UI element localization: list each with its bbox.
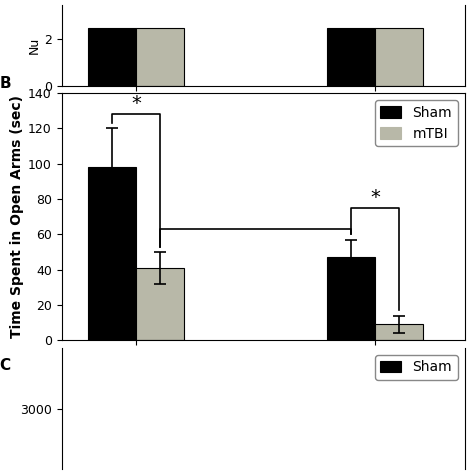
Bar [89, 167, 136, 340]
Y-axis label: Time Spent in Open Arms (sec): Time Spent in Open Arms (sec) [10, 95, 24, 338]
Legend: Sham, mTBI: Sham, mTBI [375, 100, 457, 146]
Bar [327, 257, 375, 340]
Bar [89, 28, 136, 86]
Bar [136, 28, 184, 86]
Text: *: * [131, 94, 141, 113]
Legend: Sham: Sham [375, 355, 457, 380]
Bar [375, 325, 423, 340]
Text: C: C [0, 357, 10, 373]
Y-axis label: Nu: Nu [28, 36, 41, 54]
Text: *: * [370, 188, 380, 207]
Bar [375, 28, 423, 86]
Text: B: B [0, 76, 11, 91]
Bar [136, 268, 184, 340]
Bar [327, 28, 375, 86]
